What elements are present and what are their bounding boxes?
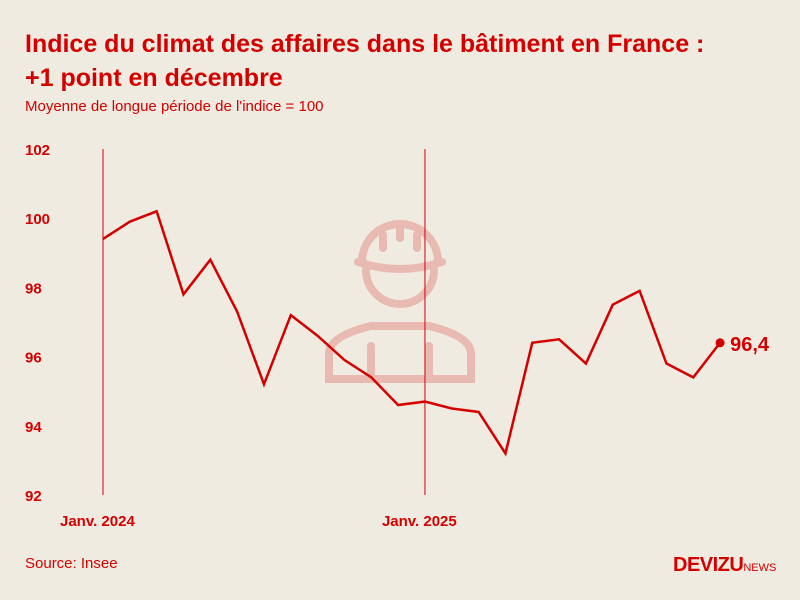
data-point [715, 338, 725, 348]
chart-subtitle: Moyenne de longue période de l'indice = … [25, 98, 324, 115]
y-tick-label: 92 [25, 488, 42, 505]
end-value-label: 96,4 [730, 334, 770, 356]
y-tick-label: 102 [25, 142, 50, 159]
y-tick-label: 98 [25, 280, 42, 297]
x-tick-label: Janv. 2024 [60, 513, 135, 530]
devizu-logo: DEVIZUNEWS [673, 554, 777, 576]
source-note: Source: Insee [25, 555, 118, 572]
y-tick-label: 96 [25, 350, 42, 367]
construction-worker-helmet-icon [325, 220, 475, 383]
x-tick-label: Janv. 2025 [382, 513, 457, 530]
series-line [102, 209, 722, 457]
y-tick-label: 94 [25, 419, 42, 436]
title-line-1: Indice du climat des affaires dans le bâ… [25, 30, 705, 58]
y-tick-label: 100 [25, 211, 50, 228]
chart-title: Indice du climat des affaires dans le bâ… [25, 27, 704, 95]
title-line-2: +1 point en décembre [25, 64, 283, 92]
